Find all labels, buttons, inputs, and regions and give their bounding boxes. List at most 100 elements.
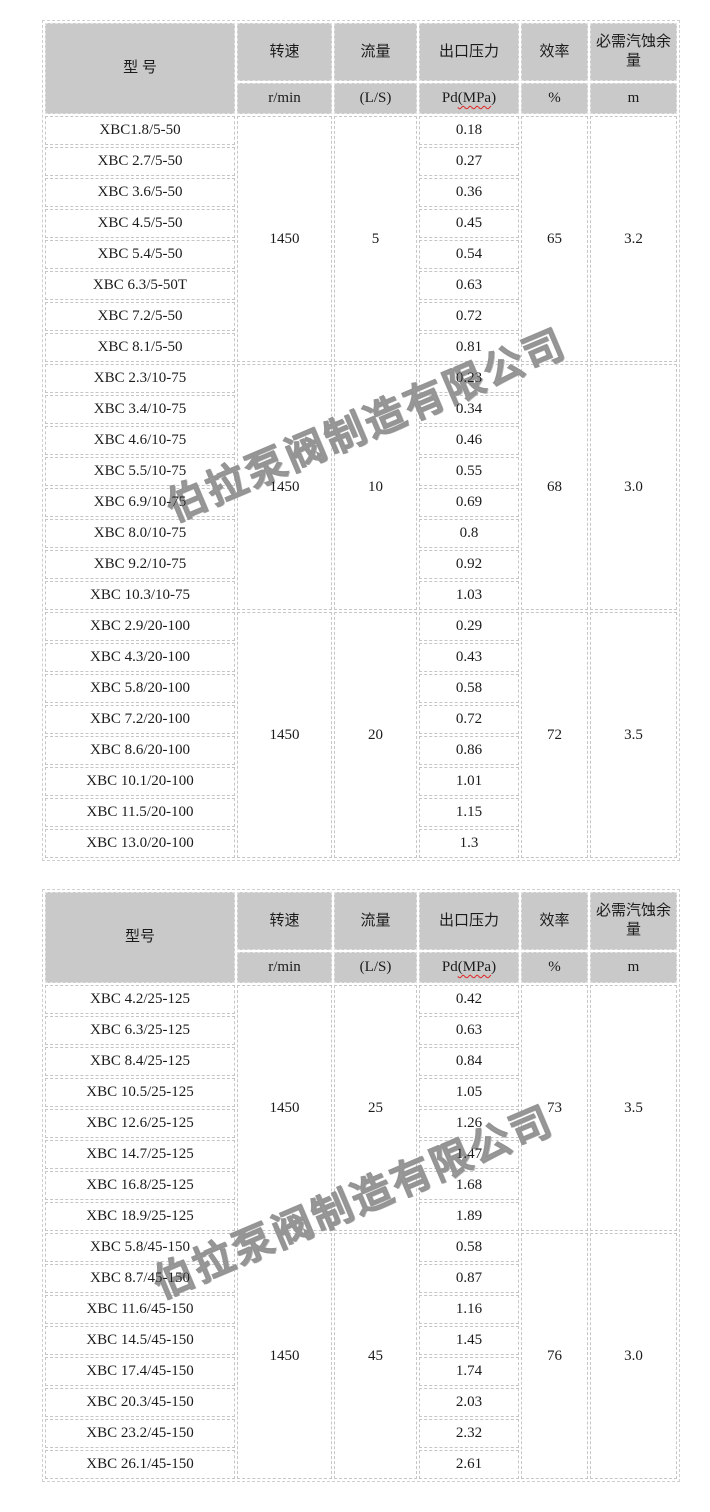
table-row: XBC 6.3/5-50T 0.63 bbox=[45, 271, 677, 300]
table-row: XBC 18.9/25-125 1.89 bbox=[45, 1202, 677, 1231]
outlet-pressure-cell: 0.29 bbox=[419, 612, 519, 641]
header-efficiency: 效率 bbox=[521, 23, 588, 81]
model-cell: XBC 4.6/10-75 bbox=[45, 426, 235, 455]
model-cell: XBC 8.4/25-125 bbox=[45, 1047, 235, 1076]
model-cell: XBC 11.6/45-150 bbox=[45, 1295, 235, 1324]
table-row: XBC 5.8/45-150 1450 45 0.58 76 3.0 bbox=[45, 1233, 677, 1479]
table-row: XBC 2.7/5-50 0.27 bbox=[45, 147, 677, 176]
model-cell: XBC 5.8/20-100 bbox=[45, 674, 235, 703]
speed-cell: 1450 bbox=[237, 116, 332, 362]
model-cell: XBC 3.6/5-50 bbox=[45, 178, 235, 207]
header-outlet-pressure: 出口压力 bbox=[419, 23, 519, 81]
outlet-pressure-cell: 0.36 bbox=[419, 178, 519, 207]
model-cell: XBC 23.2/45-150 bbox=[45, 1419, 235, 1448]
outlet-pressure-cell: 0.45 bbox=[419, 209, 519, 238]
model-cell: XBC 13.0/20-100 bbox=[45, 829, 235, 858]
table-row: XBC 5.5/10-75 0.55 bbox=[45, 457, 677, 486]
model-cell: XBC 9.2/10-75 bbox=[45, 550, 235, 579]
npsh-cell: 3.5 bbox=[590, 612, 677, 858]
unit-pd-wavy: (MPa bbox=[457, 90, 492, 107]
outlet-pressure-cell: 0.58 bbox=[419, 674, 519, 703]
outlet-pressure-cell: 1.45 bbox=[419, 1326, 519, 1355]
unit-npsh: m bbox=[590, 952, 677, 983]
model-cell: XBC 5.8/45-150 bbox=[45, 1233, 235, 1262]
model-cell: XBC 8.6/20-100 bbox=[45, 736, 235, 765]
outlet-pressure-cell: 1.47 bbox=[419, 1140, 519, 1169]
header-efficiency: 效率 bbox=[521, 892, 588, 950]
table-row: XBC 10.3/10-75 1.03 bbox=[45, 581, 677, 610]
outlet-pressure-cell: 1.3 bbox=[419, 829, 519, 858]
header-flow: 流量 bbox=[334, 23, 417, 81]
outlet-pressure-cell: 0.55 bbox=[419, 457, 519, 486]
model-cell: XBC 4.3/20-100 bbox=[45, 643, 235, 672]
unit-outlet-pressure: Pd(MPa) bbox=[419, 952, 519, 983]
outlet-pressure-cell: 0.23 bbox=[419, 364, 519, 393]
model-cell: XBC 26.1/45-150 bbox=[45, 1450, 235, 1479]
table-row: XBC 4.5/5-50 0.45 bbox=[45, 209, 677, 238]
table-row: XBC 4.2/25-125 1450 25 0.42 73 3.5 bbox=[45, 985, 677, 1231]
outlet-pressure-cell: 0.69 bbox=[419, 488, 519, 517]
outlet-pressure-cell: 0.46 bbox=[419, 426, 519, 455]
table-row: XBC 17.4/45-150 1.74 bbox=[45, 1357, 677, 1386]
model-cell: XBC 6.3/25-125 bbox=[45, 1016, 235, 1045]
table-row: XBC 7.2/5-50 0.72 bbox=[45, 302, 677, 331]
unit-pd-prefix: Pd bbox=[441, 959, 458, 976]
header-speed: 转速 bbox=[237, 23, 332, 81]
model-cell: XBC 10.1/20-100 bbox=[45, 767, 235, 796]
npsh-cell: 3.0 bbox=[590, 364, 677, 610]
table-row: XBC 2.9/20-100 1450 20 0.29 72 3.5 bbox=[45, 612, 677, 858]
table-row: XBC 13.0/20-100 1.3 bbox=[45, 829, 677, 858]
outlet-pressure-cell: 0.42 bbox=[419, 985, 519, 1014]
outlet-pressure-cell: 0.43 bbox=[419, 643, 519, 672]
model-cell: XBC 8.1/5-50 bbox=[45, 333, 235, 362]
table-row: XBC 6.9/10-75 0.69 bbox=[45, 488, 677, 517]
model-cell: XBC 6.9/10-75 bbox=[45, 488, 235, 517]
outlet-pressure-cell: 1.05 bbox=[419, 1078, 519, 1107]
model-cell: XBC 2.7/5-50 bbox=[45, 147, 235, 176]
model-cell: XBC 2.3/10-75 bbox=[45, 364, 235, 393]
table-row: XBC 9.2/10-75 0.92 bbox=[45, 550, 677, 579]
model-cell: XBC 4.5/5-50 bbox=[45, 209, 235, 238]
outlet-pressure-cell: 0.87 bbox=[419, 1264, 519, 1293]
outlet-pressure-cell: 0.34 bbox=[419, 395, 519, 424]
unit-flow: (L/S) bbox=[334, 83, 417, 114]
table-row: XBC 12.6/25-125 1.26 bbox=[45, 1109, 677, 1138]
outlet-pressure-cell: 0.54 bbox=[419, 240, 519, 269]
outlet-pressure-cell: 0.58 bbox=[419, 1233, 519, 1262]
npsh-cell: 3.2 bbox=[590, 116, 677, 362]
table-row: XBC 23.2/45-150 2.32 bbox=[45, 1419, 677, 1448]
header-model: 型 号 bbox=[45, 23, 235, 114]
model-cell: XBC 10.3/10-75 bbox=[45, 581, 235, 610]
header-model: 型号 bbox=[45, 892, 235, 983]
npsh-cell: 3.0 bbox=[590, 1233, 677, 1479]
model-cell: XBC 4.2/25-125 bbox=[45, 985, 235, 1014]
unit-pd-wavy: (MPa bbox=[457, 959, 492, 976]
model-cell: XBC 12.6/25-125 bbox=[45, 1109, 235, 1138]
outlet-pressure-cell: 1.74 bbox=[419, 1357, 519, 1386]
outlet-pressure-cell: 0.18 bbox=[419, 116, 519, 145]
npsh-cell: 3.5 bbox=[590, 985, 677, 1231]
outlet-pressure-cell: 0.27 bbox=[419, 147, 519, 176]
flow-cell: 20 bbox=[334, 612, 417, 858]
table-row: XBC 3.4/10-75 0.34 bbox=[45, 395, 677, 424]
flow-cell: 10 bbox=[334, 364, 417, 610]
model-cell: XBC 5.4/5-50 bbox=[45, 240, 235, 269]
table-row: XBC 20.3/45-150 2.03 bbox=[45, 1388, 677, 1417]
outlet-pressure-cell: 2.03 bbox=[419, 1388, 519, 1417]
pump-spec-tables: 型 号转速 流量 出口压力 效率 必需汽蚀余量 r/min (L/S) Pd(MPa)% m XB… bbox=[0, 20, 710, 1482]
unit-outlet-pressure: Pd(MPa) bbox=[419, 83, 519, 114]
efficiency-cell: 73 bbox=[521, 985, 588, 1231]
model-cell: XBC 18.9/25-125 bbox=[45, 1202, 235, 1231]
header-outlet-pressure: 出口压力 bbox=[419, 892, 519, 950]
speed-cell: 1450 bbox=[237, 985, 332, 1231]
outlet-pressure-cell: 0.63 bbox=[419, 1016, 519, 1045]
unit-pd-suffix: ) bbox=[491, 959, 497, 976]
model-cell: XBC 6.3/5-50T bbox=[45, 271, 235, 300]
table-row: XBC 4.3/20-100 0.43 bbox=[45, 643, 677, 672]
unit-pd-suffix: ) bbox=[491, 90, 497, 107]
speed-cell: 1450 bbox=[237, 1233, 332, 1479]
outlet-pressure-cell: 0.92 bbox=[419, 550, 519, 579]
table-row: XBC 8.1/5-50 0.81 bbox=[45, 333, 677, 362]
unit-flow: (L/S) bbox=[334, 952, 417, 983]
